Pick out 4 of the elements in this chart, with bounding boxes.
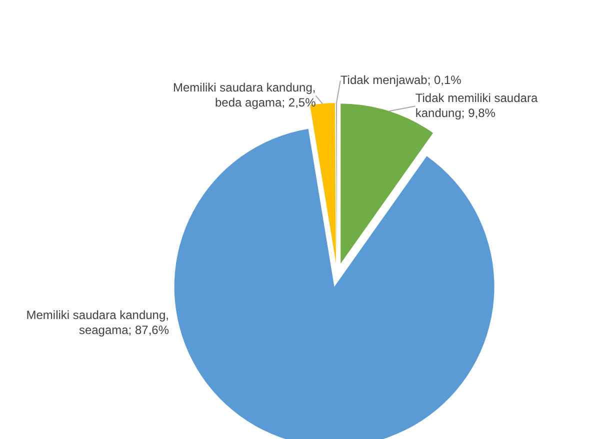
slice-label: Tidak menjawab; 0,1% (340, 73, 462, 88)
slice-label: Memiliki saudara kandung, beda agama; 2,5% (173, 80, 316, 110)
slice-label: Tidak memiliki saudara kandung; 9,8% (415, 91, 538, 120)
slice-label: Memiliki saudara kandung, seagama; 87,6% (26, 308, 170, 337)
